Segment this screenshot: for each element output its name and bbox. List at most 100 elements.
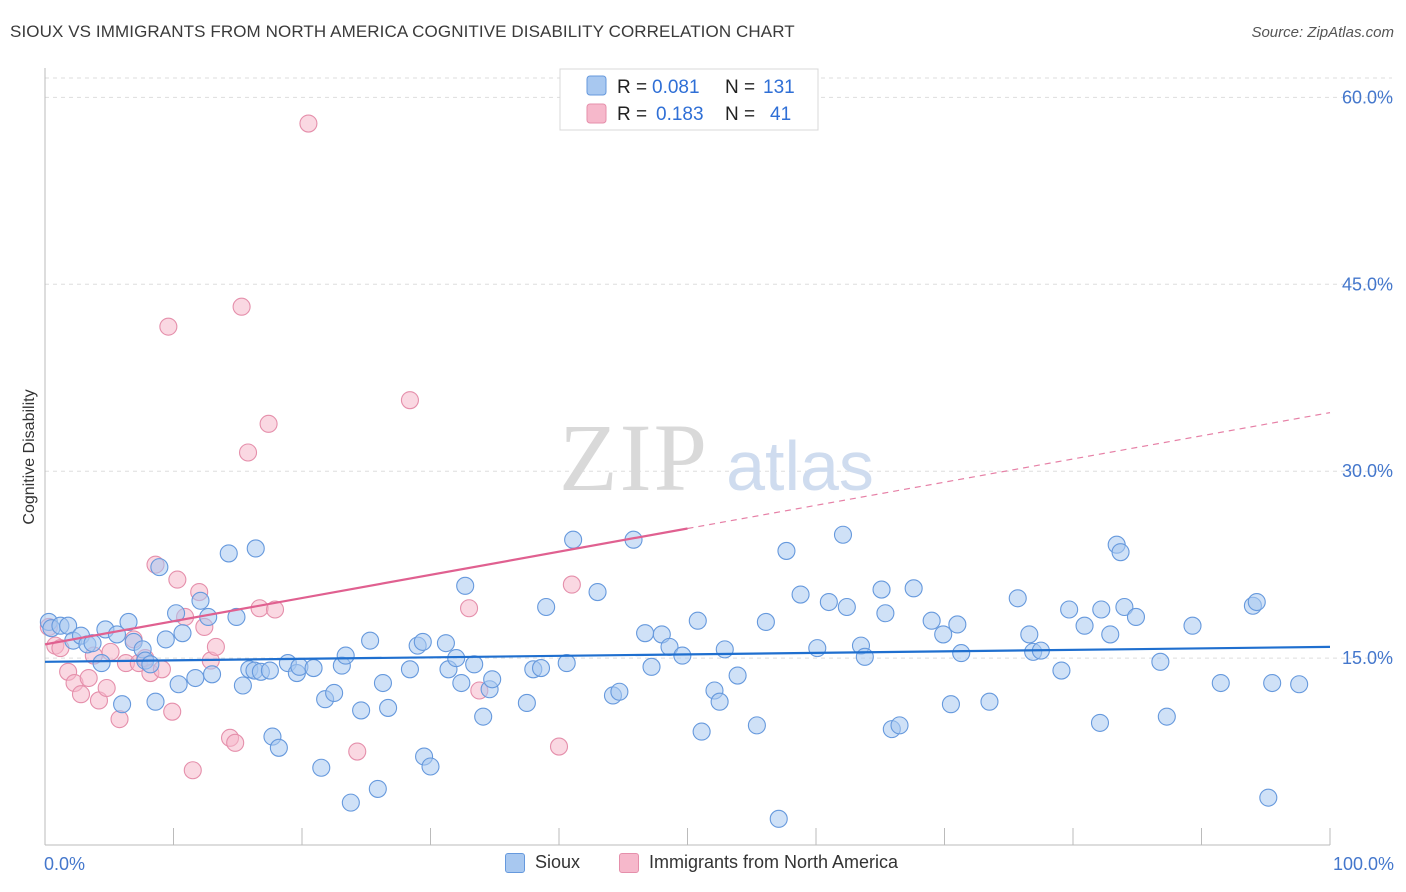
sioux-point-85 (715, 640, 734, 659)
trend-line-sioux (44, 645, 1331, 663)
legend-swatch-sioux (586, 75, 607, 96)
sioux-point-82 (692, 722, 711, 741)
immigrants-point-23 (183, 761, 202, 780)
sioux-point-18 (150, 558, 169, 577)
trend-lines (44, 412, 1331, 663)
sioux-point-48 (361, 631, 380, 650)
x-tick-label-max: 100.0% (1333, 854, 1394, 874)
legend-n-value-sioux: 131 (763, 77, 795, 98)
legend-r-label-sioux: R = (617, 77, 647, 98)
sioux-point-113 (1052, 661, 1071, 680)
sioux-point-91 (791, 585, 810, 604)
sioux-point-32 (246, 539, 265, 558)
sioux-point-21 (169, 675, 188, 694)
sioux-point-108 (980, 692, 999, 711)
sioux-point-71 (564, 530, 583, 549)
legend-bottom: Sioux Immigrants from North America (0, 852, 1406, 878)
sioux-point-57 (436, 634, 455, 653)
sioux-point-8 (92, 654, 111, 673)
sioux-point-51 (379, 698, 398, 717)
sioux-point-98 (872, 580, 891, 599)
sioux-point-22 (173, 624, 192, 643)
legend-top: R = 0.081 N = 131 R = 0.183 N = 41 (559, 68, 819, 131)
y-tick-label-60: 60.0% (1342, 87, 1393, 107)
immigrants-point-21 (168, 570, 187, 589)
sioux-point-12 (119, 612, 138, 632)
sioux-point-65 (483, 670, 502, 689)
immigrants-point-34 (265, 600, 285, 619)
sioux-point-93 (819, 592, 838, 612)
sioux-point-126 (1211, 673, 1230, 693)
sioux-point-41 (312, 758, 331, 777)
sioux-point-56 (421, 757, 440, 776)
sioux-point-97 (855, 647, 874, 666)
sioux-point-52 (400, 660, 419, 679)
sioux-point-87 (747, 716, 766, 735)
chart-title: SIOUX VS IMMIGRANTS FROM NORTH AMERICA C… (10, 22, 795, 41)
watermark-atlas: atlas (726, 427, 874, 505)
y-tick-label-45: 45.0% (1342, 274, 1393, 294)
sioux-point-84 (710, 692, 729, 711)
trend-line-immigrants-dashed (687, 412, 1331, 530)
sioux-point-74 (610, 682, 629, 701)
gridlines (45, 77, 1392, 659)
sioux-point-43 (325, 683, 344, 703)
sioux-point-28 (227, 607, 246, 627)
sioux-point-124 (1157, 707, 1176, 726)
sioux-point-29 (233, 676, 252, 695)
sioux-point-104 (934, 625, 953, 644)
axes (44, 68, 1331, 846)
sioux-point-95 (837, 597, 856, 617)
watermark-zip: ZIP (559, 404, 709, 511)
sioux-point-76 (636, 624, 655, 643)
sioux-point-36 (269, 738, 288, 757)
sioux-point-27 (219, 544, 238, 563)
sioux-point-81 (688, 611, 707, 630)
x-tick-label-min: 0.0% (44, 854, 85, 874)
sioux-point-72 (588, 583, 607, 602)
sioux-point-16 (141, 655, 160, 674)
legend-item-immigrants[interactable]: Immigrants from North America (619, 852, 898, 873)
sioux-point-86 (728, 666, 747, 685)
immigrants-point-6 (79, 668, 98, 688)
immigrants-point-19 (163, 702, 182, 721)
sioux-point-17 (146, 692, 165, 711)
sioux-point-90 (777, 541, 796, 560)
sioux-point-128 (1247, 592, 1266, 612)
sioux-point-94 (833, 525, 853, 544)
sioux-point-129 (1259, 788, 1278, 807)
sioux-point-66 (517, 693, 536, 713)
sioux-point-88 (756, 612, 775, 632)
sioux-point-120 (1111, 543, 1130, 562)
trend-line-immigrants-solid (44, 527, 688, 646)
sioux-point-49 (368, 779, 387, 798)
legend-swatch-immigrants (586, 103, 607, 124)
immigrants-point-36 (348, 742, 367, 761)
legend-item-sioux[interactable]: Sioux (505, 852, 580, 873)
sioux-point-47 (352, 701, 371, 720)
sioux-point-68 (531, 659, 551, 678)
legend-swatch-sioux-bottom (505, 852, 525, 873)
sioux-point-45 (336, 646, 355, 665)
immigrants-point-33 (259, 414, 278, 433)
sioux-point-122 (1126, 607, 1146, 627)
legend-r-value-sioux: 0.081 (652, 77, 700, 98)
sioux-point-40 (304, 659, 323, 678)
sioux-point-50 (373, 673, 393, 693)
immigrants-point-40 (549, 737, 569, 756)
immigrants-point-29 (226, 733, 245, 752)
sioux-point-117 (1092, 600, 1111, 619)
sioux-point-131 (1290, 675, 1309, 694)
legend-label-sioux: Sioux (535, 852, 581, 872)
sioux-point-19 (156, 630, 175, 649)
sioux-point-34 (260, 661, 279, 680)
sioux-point-125 (1183, 616, 1202, 635)
sioux-point-7 (83, 634, 102, 653)
immigrants-point-11 (110, 710, 129, 729)
sioux-point-69 (537, 597, 556, 617)
y-tick-label-30: 30.0% (1342, 461, 1393, 481)
legend-r-label-immigrants: R = (617, 104, 647, 125)
sioux-point-114 (1060, 600, 1079, 619)
immigrants-point-27 (206, 637, 225, 656)
immigrants-point-31 (238, 443, 258, 462)
